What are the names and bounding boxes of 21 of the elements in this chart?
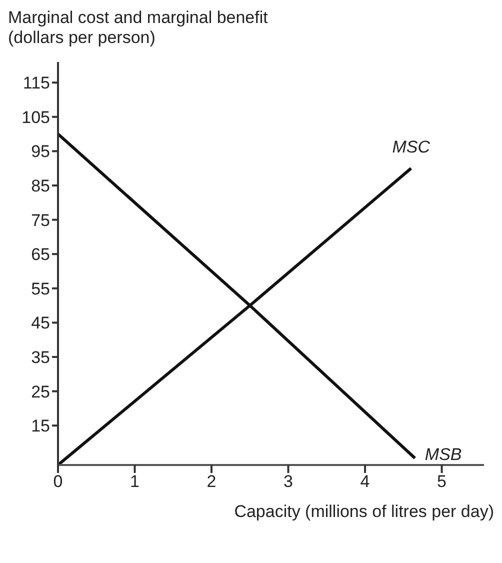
y-tick-label: 105 (22, 108, 50, 127)
y-tick-label: 15 (31, 416, 50, 436)
y-tick-label: 75 (31, 210, 50, 230)
x-tick-label: 3 (284, 472, 294, 492)
x-tick-label: 1 (130, 472, 140, 492)
y-axis-title: Marginal cost and marginal benefit (dollars per person) (8, 8, 269, 48)
x-axis-title: Capacity (millions of litres per day) (233, 502, 494, 522)
y-tick-label: 95 (31, 142, 50, 162)
y-tick-label: 85 (31, 176, 50, 196)
y-tick-label: 115 (22, 74, 50, 93)
y-tick-label: 35 (31, 348, 50, 367)
x-tick-label: 4 (360, 472, 370, 492)
y-tick-label: 45 (31, 314, 50, 333)
y-tick-label: 25 (31, 382, 50, 402)
series-label: MSB (424, 445, 462, 464)
x-tick-label: 2 (206, 472, 216, 492)
x-tick-label: 5 (437, 472, 447, 492)
y-tick-label: 55 (31, 279, 50, 298)
series-label: MSC (392, 137, 431, 156)
y-tick-label: 65 (31, 245, 50, 264)
x-tick-label: 0 (53, 472, 63, 492)
